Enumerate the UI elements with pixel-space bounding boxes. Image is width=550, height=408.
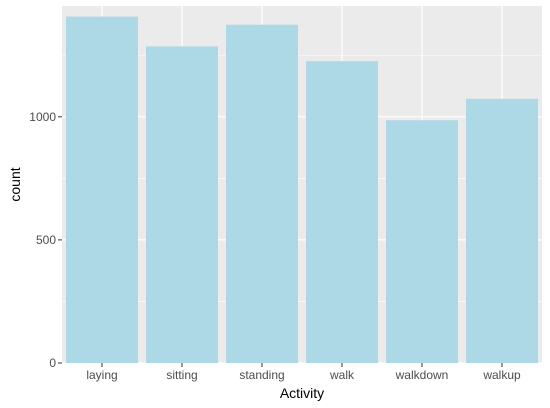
y-tick-label: 1000 — [29, 110, 56, 124]
x-tick-label: walk — [329, 368, 355, 382]
x-tick-label: walkdown — [395, 368, 449, 382]
bar-standing — [226, 24, 298, 363]
bar-walkup — [466, 98, 538, 363]
bar-sitting — [146, 46, 218, 363]
x-axis-title: Activity — [280, 385, 324, 401]
plot-panel — [62, 6, 542, 363]
y-tick-label: 500 — [36, 233, 56, 247]
bar-laying — [66, 16, 138, 364]
x-tick-label: walkup — [482, 368, 521, 382]
y-axis-title: count — [7, 167, 23, 201]
bar-walk — [306, 61, 378, 364]
x-axis-ticks: laying sitting standing walk walkdown walkup — [86, 363, 521, 382]
x-tick-label: standing — [239, 368, 284, 382]
x-tick-label: sitting — [166, 368, 197, 382]
y-axis-ticks: 0 500 1000 — [29, 110, 62, 370]
x-tick-label: laying — [86, 368, 117, 382]
minor-gridlines — [62, 54, 542, 302]
y-tick-label: 0 — [49, 356, 56, 370]
bars-group — [66, 16, 538, 364]
bar-walkdown — [386, 120, 458, 364]
